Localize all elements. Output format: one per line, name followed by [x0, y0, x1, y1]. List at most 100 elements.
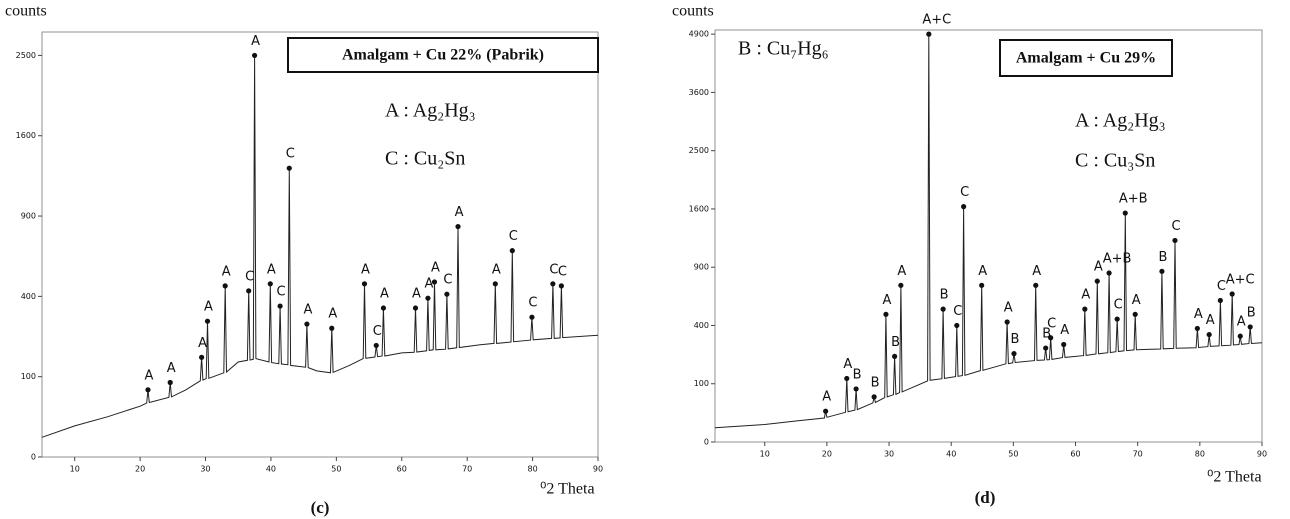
y-tick-label: 400	[21, 292, 36, 301]
peak-dot	[304, 321, 310, 327]
peak-label: A	[882, 293, 891, 308]
caption: (c)	[311, 498, 330, 517]
y-tick-label: 3600	[689, 88, 709, 97]
y-tick-label: 100	[21, 372, 36, 381]
y-tick-label: 0	[31, 453, 36, 462]
peak-dot	[550, 281, 556, 287]
y-tick-label: 1600	[16, 131, 36, 140]
peak-label: C	[558, 264, 567, 279]
x-tick-label: 40	[266, 465, 276, 474]
peak-label: B	[1011, 332, 1020, 347]
y-tick-label: 1600	[689, 204, 709, 213]
peak-dot	[145, 387, 151, 393]
x-tick-label: 90	[1257, 450, 1267, 459]
peak-label: B	[940, 288, 949, 303]
y-tick-label: 900	[21, 212, 36, 221]
peak-dot	[823, 408, 829, 414]
peak-dot	[1206, 331, 1212, 338]
peak-dot	[1114, 316, 1120, 322]
peak-dot	[1048, 335, 1054, 341]
chart-title: Amalgam + Cu 22% (Pabrik)	[342, 47, 544, 64]
peak-label: A	[361, 262, 370, 277]
peak-label: A	[1206, 313, 1215, 328]
peak-label: A	[1032, 264, 1041, 279]
peak-dot	[853, 386, 859, 392]
peak-dot	[844, 375, 850, 382]
title-box	[287, 37, 599, 73]
x-tick-label: 50	[331, 465, 341, 474]
peak-dot	[1217, 297, 1223, 304]
peak-dot	[883, 311, 889, 317]
peak-label: A	[380, 287, 389, 302]
peak-label: C	[443, 273, 452, 288]
peak-label: A	[897, 264, 906, 279]
peak-dot	[940, 306, 946, 312]
x-axis-label: ⁰2 Theta	[540, 481, 595, 498]
y-tick-label: 2500	[16, 51, 36, 60]
peak-dot	[1094, 278, 1100, 284]
peak-dot	[961, 204, 967, 210]
peak-label: C	[549, 262, 558, 277]
peak-label: C	[286, 147, 295, 162]
peak-label: A	[412, 287, 421, 302]
peak-dot	[361, 281, 368, 287]
peak-dot	[329, 325, 335, 331]
peak-dot	[1159, 268, 1165, 274]
peak-dot	[204, 318, 211, 324]
peak-dot	[954, 322, 960, 329]
phase-note: B : Cu₇Hg₆	[738, 38, 829, 60]
peak-dot	[373, 342, 379, 349]
peak-dot	[267, 281, 273, 287]
peak-dot	[529, 314, 535, 320]
plot-frame	[714, 29, 1263, 443]
peak-dot	[1106, 270, 1112, 276]
peak-label: A	[303, 303, 312, 318]
peak-label: C	[1171, 219, 1180, 234]
peak-dot	[1172, 237, 1178, 244]
caption: (d)	[975, 488, 996, 507]
peak-label: A	[431, 260, 440, 275]
x-tick-label: 90	[593, 465, 603, 474]
y-axis-label: counts	[5, 3, 47, 20]
y-tick-label: 100	[694, 379, 709, 388]
y-tick-label: 0	[704, 438, 709, 447]
peak-dot	[509, 248, 515, 254]
peak-label: C	[1114, 298, 1123, 313]
peak-dot	[246, 288, 252, 294]
x-axis-label: ⁰2 Theta	[1207, 469, 1262, 486]
peak-dot	[444, 291, 450, 297]
peak-label: A	[204, 300, 213, 315]
x-tick-label: 80	[527, 465, 537, 474]
peak-label: C	[245, 269, 254, 284]
peak-dot	[277, 303, 283, 309]
x-tick-label: 70	[462, 465, 472, 474]
x-tick-label: 80	[1195, 450, 1205, 459]
chart-title: Amalgam + Cu 29%	[1016, 50, 1156, 67]
peak-label: A	[198, 336, 207, 351]
peak-label: A	[822, 390, 831, 405]
y-tick-label: 2500	[689, 146, 709, 155]
peak-label: C	[960, 185, 969, 200]
x-tick-label: 30	[884, 450, 894, 459]
peak-label: B	[891, 335, 900, 350]
peak-dot	[492, 281, 498, 287]
peak-label: C	[373, 324, 382, 339]
peak-dot	[926, 31, 932, 37]
peak-label: B	[1247, 305, 1256, 320]
peak-label: A	[1194, 307, 1203, 322]
peak-dot	[558, 283, 564, 289]
x-tick-label: 60	[397, 465, 407, 474]
peak-dot	[1122, 210, 1128, 216]
peak-label: A	[843, 357, 852, 372]
peak-label: B	[1042, 327, 1051, 342]
peak-dot	[1033, 282, 1039, 288]
y-tick-label: 900	[694, 263, 709, 272]
peak-dot	[1194, 325, 1200, 332]
peak-dot	[898, 282, 904, 288]
peak-label: A	[1237, 315, 1246, 330]
x-tick-label: 20	[135, 465, 145, 474]
peak-label: C	[277, 285, 286, 300]
x-tick-label: 20	[822, 450, 832, 459]
peak-label: C	[509, 229, 518, 244]
peak-dot	[979, 282, 985, 288]
